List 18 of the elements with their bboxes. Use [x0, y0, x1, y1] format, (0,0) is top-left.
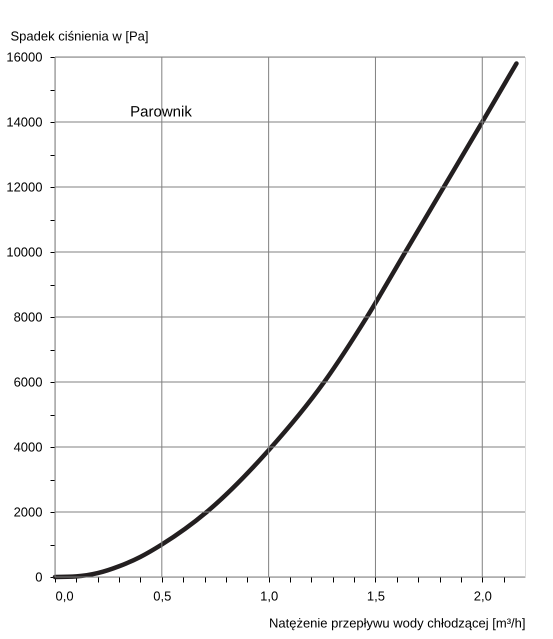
y-tick-label: 8000	[14, 310, 42, 324]
x-tick-label: 0,0	[56, 588, 74, 604]
x-axis-title: Natężenie przepływu wody chłodzącej [m³/h]	[268, 616, 526, 630]
x-tick-label: 1,5	[366, 588, 385, 604]
y-axis-title: Spadek ciśnienia w [Pa]	[10, 28, 149, 44]
y-tick-label: 16000	[6, 50, 42, 64]
x-tick-label: 2,0	[474, 588, 492, 604]
y-tick-label: 0	[35, 570, 42, 584]
y-tick-label: 10000	[6, 244, 42, 260]
y-tick-label: 14000	[6, 114, 42, 130]
x-tick-label: 1,0	[260, 588, 278, 604]
y-tick-label: 12000	[6, 180, 42, 194]
y-tick-label: 6000	[14, 374, 42, 390]
annotation: Parownik	[130, 104, 192, 120]
x-tick-label: 0,5	[153, 588, 172, 604]
y-tick-label: 4000	[14, 440, 42, 454]
line-series	[52, 61, 519, 580]
y-tick-label: 2000	[14, 504, 42, 520]
